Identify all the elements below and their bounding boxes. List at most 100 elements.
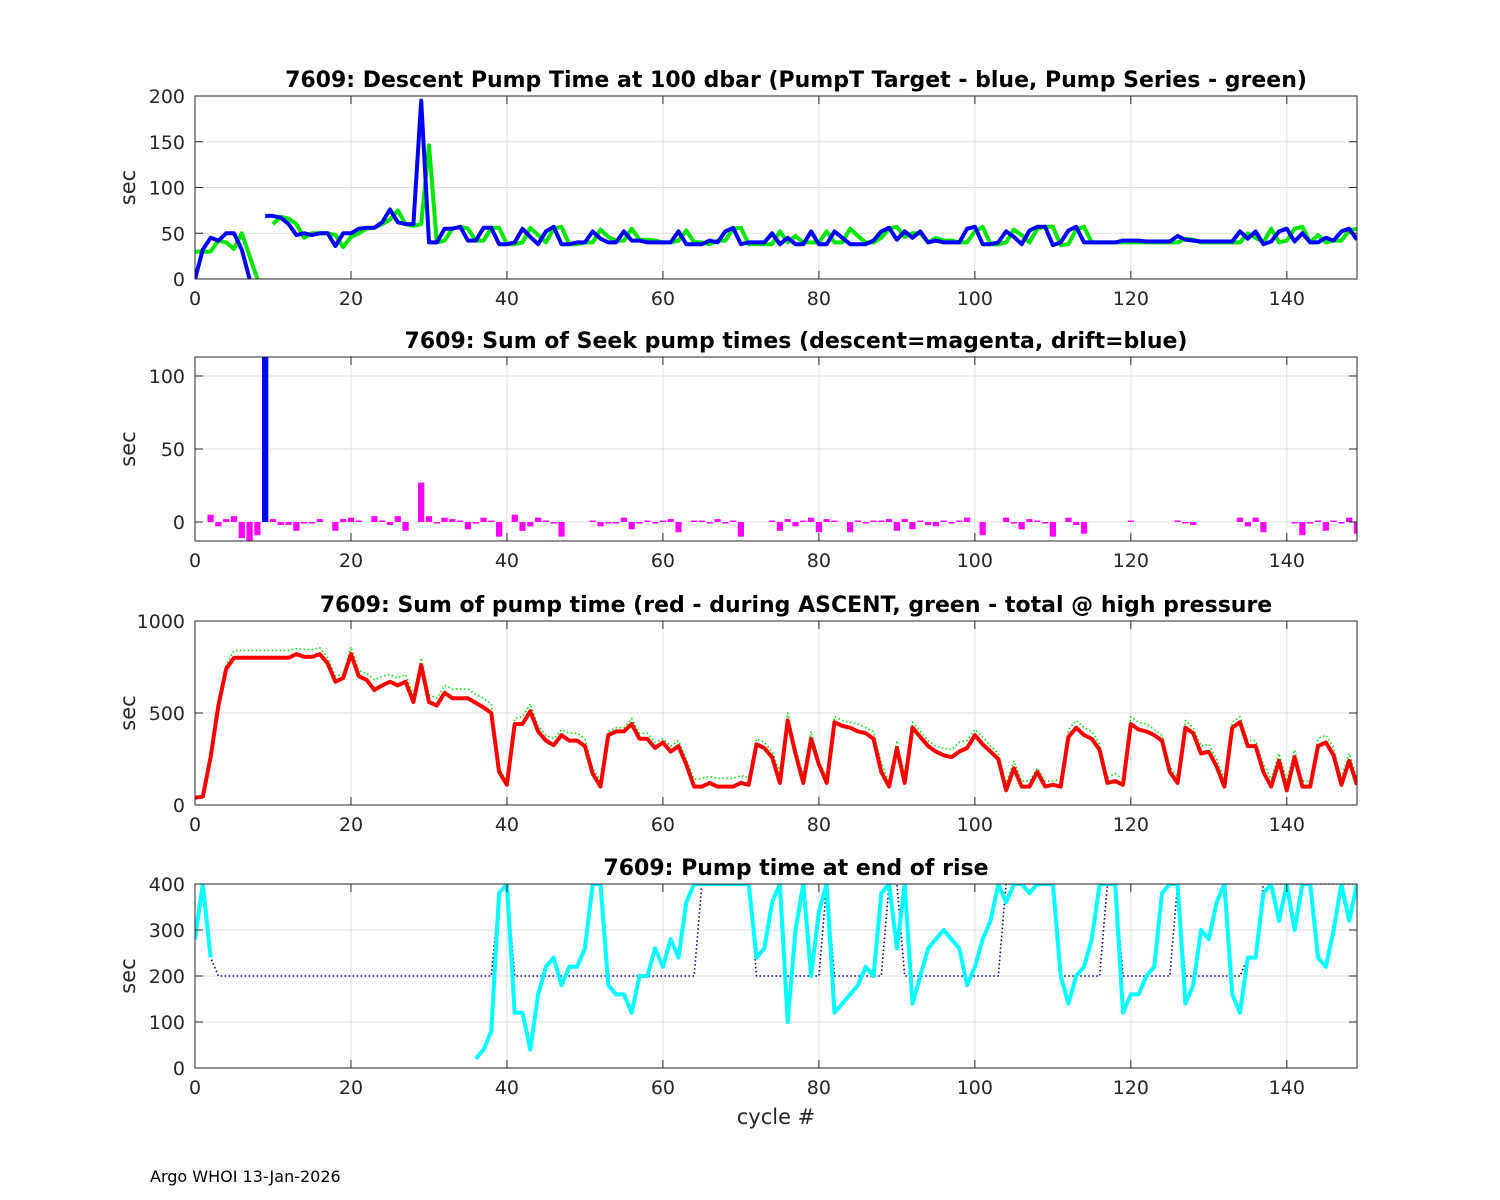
bar-magenta <box>924 522 932 525</box>
bar-magenta <box>870 520 877 523</box>
bar-magenta <box>948 522 955 524</box>
bar-magenta <box>776 522 784 531</box>
bar-magenta <box>729 520 737 523</box>
bar-magenta <box>862 522 869 524</box>
data-layer <box>195 646 1357 800</box>
bar-magenta <box>1307 522 1314 524</box>
bar-magenta <box>597 522 604 527</box>
chart-title: 7609: Sum of pump time (red - during ASC… <box>320 593 1272 618</box>
bar-magenta <box>690 520 698 523</box>
x-tick-label: 0 <box>189 1077 201 1099</box>
x-tick-label: 140 <box>1269 1077 1305 1099</box>
bar-magenta <box>620 517 628 523</box>
bar-magenta <box>316 519 323 523</box>
x-tick-label: 120 <box>1113 1077 1149 1099</box>
bar-magenta <box>519 522 526 531</box>
bar-magenta <box>207 514 214 523</box>
bar-magenta <box>511 514 518 523</box>
bar-magenta <box>1174 520 1181 523</box>
bar-magenta <box>831 520 838 523</box>
bar-magenta <box>800 520 807 523</box>
bar-magenta <box>457 520 464 523</box>
x-axis-label: cycle # <box>737 1105 816 1129</box>
x-tick-label: 0 <box>189 814 201 836</box>
bar-magenta <box>542 520 550 523</box>
x-tick-label: 60 <box>651 288 675 310</box>
bar-magenta <box>301 522 308 524</box>
bar-magenta <box>667 519 674 523</box>
bar-magenta <box>1127 520 1134 523</box>
chart-title: 7609: Pump time at end of rise <box>603 856 988 881</box>
series-line-blue <box>265 98 1357 249</box>
chart-4: 0 20 40 60 80 100 120 140 0 100 200 300 400 7609: Pum… <box>116 856 1358 1129</box>
chart-1: 0 20 40 60 80 100 120 140 0 50 100 150 200 7609: Desc… <box>116 68 1358 310</box>
x-tick-label: 100 <box>957 288 993 310</box>
bar-magenta <box>223 519 230 523</box>
bar-magenta <box>379 520 386 523</box>
bar-magenta <box>1291 522 1298 524</box>
x-tick-label: 80 <box>807 288 831 310</box>
bar-magenta <box>386 522 394 525</box>
series-line-green <box>195 231 260 279</box>
y-axis-label: sec <box>116 431 140 466</box>
bar-magenta <box>527 522 534 527</box>
x-tick-label: 140 <box>1269 814 1305 836</box>
y-axis-label: sec <box>116 170 140 205</box>
y-tick-label: 400 <box>149 874 185 896</box>
bar-magenta <box>1041 522 1049 524</box>
bar-magenta <box>347 517 355 523</box>
y-tick-label: 50 <box>161 439 185 461</box>
bar-magenta <box>215 522 222 527</box>
bar-magenta <box>675 522 682 533</box>
footer-credit: Argo WHOI 13-Jan-2026 <box>150 1167 341 1186</box>
bar-magenta <box>659 520 667 523</box>
x-tick-label: 60 <box>651 550 675 572</box>
bar-magenta <box>893 522 900 531</box>
x-tick-label: 20 <box>339 288 363 310</box>
x-tick-label: 80 <box>807 814 831 836</box>
bar-magenta <box>963 517 971 523</box>
bar-magenta <box>464 522 472 530</box>
x-tick-label: 120 <box>1113 814 1149 836</box>
x-tick-label: 20 <box>339 1077 363 1099</box>
bar-magenta <box>1299 522 1306 536</box>
bar-magenta <box>917 520 924 523</box>
bar-magenta <box>932 522 939 527</box>
y-tick-label: 300 <box>149 920 185 942</box>
bar-magenta <box>1026 519 1033 523</box>
bar-magenta <box>449 519 456 523</box>
bar-magenta <box>535 517 542 523</box>
bar-magenta <box>433 522 440 524</box>
bar-magenta <box>1010 522 1017 524</box>
bar-magenta <box>854 520 862 523</box>
bar-magenta <box>706 522 713 524</box>
x-tick-label: 140 <box>1269 550 1305 572</box>
bar-magenta <box>714 519 721 523</box>
bar-magenta <box>269 519 277 523</box>
bar-magenta <box>823 519 830 523</box>
x-tick-label: 120 <box>1113 288 1149 310</box>
bar-magenta <box>238 522 245 539</box>
bar-magenta <box>1338 522 1345 524</box>
bar-magenta <box>246 522 253 541</box>
bar-magenta <box>979 522 986 536</box>
bar-magenta <box>613 522 620 524</box>
x-tick-label: 40 <box>495 814 519 836</box>
bar-magenta <box>402 522 409 531</box>
bar-magenta <box>722 522 729 524</box>
bar-magenta <box>277 522 284 525</box>
y-tick-label: 150 <box>149 132 185 154</box>
bar-magenta <box>909 522 916 530</box>
bar-magenta <box>1065 517 1072 523</box>
data-layer <box>207 357 1357 541</box>
series-line-cyan <box>474 884 1357 1061</box>
bar-magenta <box>784 519 791 523</box>
bar-magenta <box>1322 522 1329 531</box>
bar-magenta <box>394 516 401 523</box>
bar-magenta <box>628 522 635 530</box>
y-tick-label: 500 <box>149 703 185 725</box>
y-tick-label: 0 <box>173 512 185 534</box>
bar-magenta <box>1182 522 1189 524</box>
y-tick-label: 1000 <box>137 611 185 633</box>
series-line-green <box>195 646 1357 799</box>
